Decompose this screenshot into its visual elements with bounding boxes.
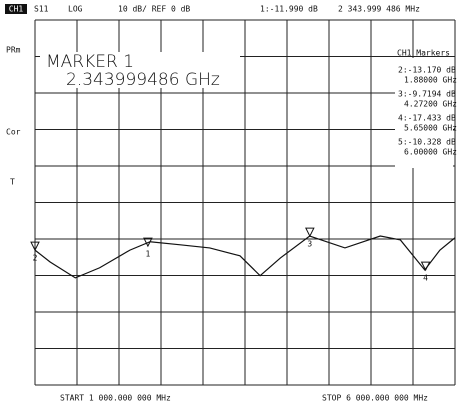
stop-label: STOP 6 000.000 000 MHz: [322, 394, 428, 403]
marker-row-value: 3:-9.7194 dB: [398, 90, 456, 99]
format: LOG: [68, 5, 83, 14]
marker-row-freq: 1.88000 GHz: [404, 76, 457, 85]
marker-label: 2: [33, 254, 38, 263]
side-label: PRm: [6, 46, 21, 55]
marker-symbol: [305, 227, 315, 238]
param: S11: [34, 5, 49, 14]
marker-freq: 2 343.999 486 MHz: [338, 5, 420, 14]
marker-symbol: [420, 261, 431, 272]
marker-label: 3: [307, 240, 312, 249]
marker-row-freq: 6.00000 GHz: [404, 148, 457, 157]
channel-badge: [5, 4, 27, 14]
side-label: T: [10, 178, 15, 187]
marker-row-value: 4:-17.433 dB: [398, 114, 456, 123]
scale: 10 dB/ REF 0 dB: [118, 5, 190, 14]
marker-label: 1: [145, 250, 150, 259]
marker-row-freq: 4.27200 GHz: [404, 100, 457, 109]
marker-row-freq: 5.65000 GHz: [404, 124, 457, 133]
marker-table-title: CH1 Markers: [397, 49, 450, 58]
marker-table-bg: [395, 58, 453, 168]
marker-freq: 2.343999486 GHz: [66, 70, 220, 90]
marker-value: 1:-11.990 dB: [260, 5, 318, 14]
start-label: START 1 000.000 000 MHz: [60, 394, 171, 403]
trace: [34, 235, 456, 279]
marker-label: 4: [423, 274, 428, 283]
marker-symbol: [30, 241, 40, 252]
marker-row-value: 5:-10.328 dB: [398, 138, 456, 147]
side-label: Cor: [6, 128, 21, 137]
channel: CH1: [9, 5, 24, 14]
marker-title: MARKER 1: [46, 52, 134, 72]
marker-symbol: [143, 237, 153, 248]
marker-box-bg: [40, 52, 240, 88]
marker-row-value: 2:-13.170 dB: [398, 66, 456, 75]
